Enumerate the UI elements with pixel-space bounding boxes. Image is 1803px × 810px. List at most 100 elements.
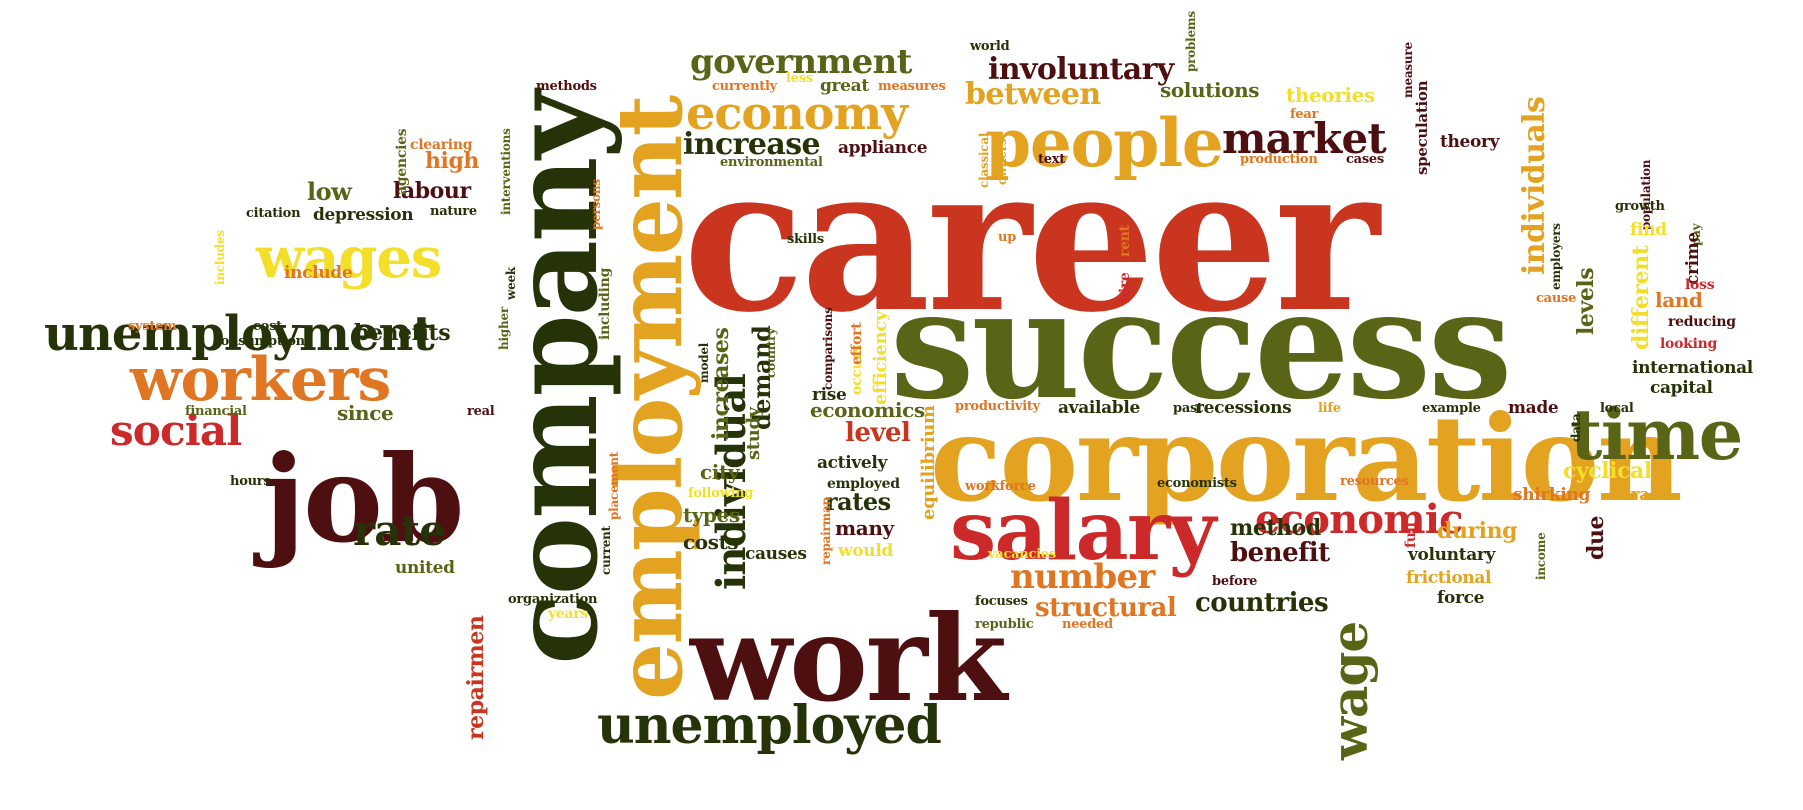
word-economists: economists [1157,476,1237,491]
word-costs: costs [683,530,739,554]
word-needed: needed [1062,617,1113,632]
word-economic: economic [1255,496,1464,543]
word-nature: nature [430,204,477,219]
word-time: time [1570,393,1743,476]
word-past: past [1173,401,1203,416]
word-income: income [1534,532,1548,581]
word-people: people [985,104,1224,182]
word-different: different [1628,245,1654,350]
word-level: level [845,418,911,448]
word-recessions: recessions [1195,398,1292,418]
word-benefits: benefits [354,320,451,346]
word-cause: cause [1536,291,1577,306]
word-labour: labour [393,178,471,204]
word-includes: includes [213,230,227,285]
word-productivity: productivity [955,399,1040,414]
word-owners: owners [995,138,1009,185]
word-effort: effort [849,322,865,365]
word-employers: employers [1549,223,1563,290]
word-less: less [786,71,813,86]
word-career: career [683,122,1380,357]
word-corporation: corporation [930,389,1683,528]
word-government: government [690,42,912,82]
word-number: number [1010,557,1155,597]
word-rate: rate [353,506,446,555]
word-frictional: frictional [1406,568,1492,588]
word-cost: cost [253,319,282,334]
word-causes: causes [745,544,807,564]
word-made: made [1508,398,1559,418]
word-production: production [1240,152,1318,167]
word-looking: looking [1660,336,1718,352]
word-increases: increases [708,327,734,440]
word-countries: countries [1195,588,1329,618]
word-local: local [1600,401,1634,416]
word-equilibrium: equilibrium [918,405,939,520]
word-workers: workers [130,345,391,415]
word-reducing: reducing [1668,314,1736,330]
word-solutions: solutions [1160,78,1260,102]
word-fear: fear [1290,107,1319,122]
word-city: city [700,460,740,484]
word-up: up [998,230,1017,245]
word-individuals: individuals [1517,96,1552,275]
word-currently: currently [712,79,777,94]
word-unemployment: unemployment [44,306,435,362]
word-hire: hire [1117,272,1133,303]
word-work: work [690,589,1007,728]
word-actively: actively [817,453,887,473]
word-low: low [307,177,352,206]
word-loss: loss [1685,277,1715,293]
word-real: real [467,404,495,419]
word-world: world [970,39,1010,54]
word-market: market [1222,114,1387,163]
word-vacancies: vacancies [988,547,1056,562]
word-theories: theories [1286,83,1375,107]
word-organization: organization [508,592,598,607]
word-depression: depression [313,205,414,225]
word-skills: skills [787,232,824,247]
word-measures: measures [878,79,946,94]
word-efficiency: efficiency [870,311,891,405]
word-including: including [597,267,613,340]
word-current: current [599,526,613,575]
word-full: full [1403,522,1419,548]
word-text: text [1038,152,1065,167]
word-study: study [743,407,764,460]
word-increase: increase [683,127,821,162]
word-financial: financial [185,404,247,419]
word-social: social [110,406,242,455]
word-benefit: benefit [1230,538,1330,568]
word-following: following [688,486,754,501]
word-workforce: workforce [965,479,1036,494]
word-wage: wage [1320,621,1379,760]
word-unemployed: unemployed [597,695,942,756]
word-salary: salary [950,483,1216,579]
word-would: would [838,541,893,561]
word-include: include [284,263,353,283]
word-international: international [1632,358,1753,378]
word-success: success [890,257,1513,433]
word-appliance: appliance [838,138,928,158]
word-persons: persons [589,179,603,230]
word-republic: republic [975,617,1034,632]
word-agencies: agencies [394,128,410,195]
word-involuntary: involuntary [988,52,1174,87]
word-country: country [764,328,778,378]
word-comparisons: comparisons [821,307,835,390]
word-speculation: speculation [1413,80,1431,175]
word-great: great [820,76,869,96]
word-growth: growth [1615,199,1665,214]
word-placement: placement [607,451,621,520]
word-clearing: clearing [410,137,473,153]
word-system: system [128,319,177,334]
word-repairman: repairman [819,496,833,565]
word-between: between [965,77,1101,112]
word-before: before [1212,574,1258,589]
word-shirking: shirking [1513,485,1591,505]
word-hours: hours [230,474,271,489]
word-citation: citation [246,206,301,221]
word-since: since [337,401,394,425]
word-example: example [1422,401,1481,416]
